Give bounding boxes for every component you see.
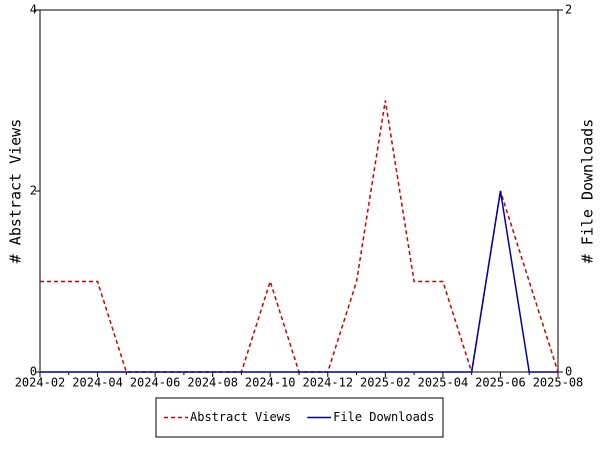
x-tick-label: 2024-10	[245, 376, 296, 390]
y-tick-label: 0	[30, 365, 37, 379]
y2-tick-label: 0	[565, 365, 572, 379]
x-tick-label: 2025-04	[418, 376, 469, 390]
series-line	[40, 190, 558, 373]
x-tick-label: 2024-12	[302, 376, 353, 390]
x-tick-label: 2024-06	[130, 376, 181, 390]
x-tick-label: 2025-08	[533, 376, 584, 390]
y-tick-label: 2	[30, 184, 37, 198]
x-tick-label: 2024-04	[72, 376, 123, 390]
legend-label: Abstract Views	[190, 410, 291, 424]
y-axis-label: # Abstract Views	[7, 119, 25, 264]
legend-box	[155, 397, 444, 438]
y-tick-label: 4	[30, 3, 37, 17]
y2-axis-label: # File Downloads	[579, 119, 597, 264]
x-tick-label: 2024-08	[187, 376, 238, 390]
y2-tick-label: 2	[565, 3, 572, 17]
x-tick-label: 2025-02	[360, 376, 411, 390]
x-tick-label: 2025-06	[475, 376, 526, 390]
x-tick-label: 2024-02	[15, 376, 66, 390]
legend-label: File Downloads	[333, 410, 434, 424]
